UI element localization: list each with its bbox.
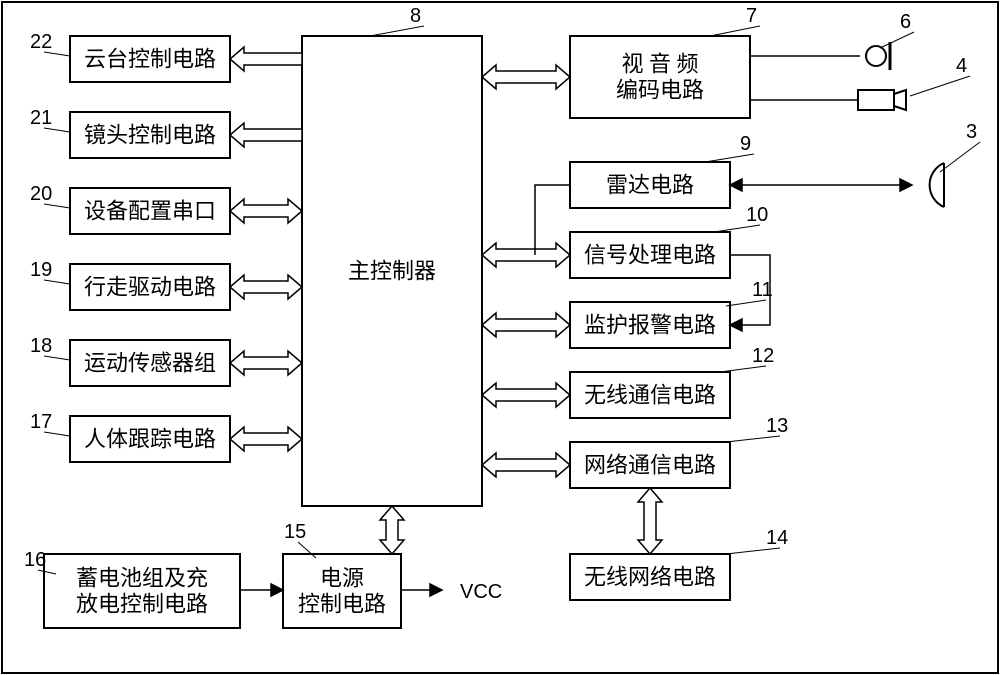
- ref-number: 13: [766, 415, 788, 437]
- ref-number: 14: [766, 527, 788, 549]
- box-b11: 监护报警电路: [570, 302, 730, 348]
- ref-number: 9: [740, 133, 751, 155]
- microphone-icon: [866, 46, 886, 66]
- box-label: 行走驱动电路: [84, 275, 216, 300]
- box-label: 无线网络电路: [584, 565, 716, 590]
- box-label: 放电控制电路: [76, 592, 208, 617]
- box-label: 控制电路: [298, 592, 386, 617]
- box-label: 运动传感器组: [84, 351, 216, 376]
- ref-number: 15: [284, 521, 306, 543]
- box-b15: 电源控制电路: [283, 554, 401, 628]
- ref-number: 18: [30, 335, 52, 357]
- box-b10: 信号处理电路: [570, 232, 730, 278]
- ref-number: 17: [30, 411, 52, 433]
- box-b12: 无线通信电路: [570, 372, 730, 418]
- box-label: 无线通信电路: [584, 383, 716, 408]
- box-label: 视 音 频: [621, 52, 698, 77]
- box-label: 云台控制电路: [84, 47, 216, 72]
- box-label: 蓄电池组及充: [76, 566, 208, 591]
- box-label: 设备配置串口: [84, 199, 216, 224]
- box-b22: 云台控制电路: [70, 36, 230, 82]
- box-b19: 行走驱动电路: [70, 264, 230, 310]
- box-label: 电源: [320, 566, 364, 591]
- ref-number: 19: [30, 259, 52, 281]
- box-label: 镜头控制电路: [84, 123, 216, 148]
- box-b7: 视 音 频编码电路: [570, 36, 750, 118]
- box-label: 信号处理电路: [584, 243, 716, 268]
- box-label: 人体跟踪电路: [84, 427, 216, 452]
- box-label: 监护报警电路: [584, 313, 716, 338]
- ref-number: 7: [746, 5, 757, 27]
- box-label: 雷达电路: [606, 173, 694, 198]
- vcc-label: VCC: [460, 581, 502, 603]
- box-main: 主控制器: [302, 36, 482, 506]
- block-diagram: 主控制器 云台控制电路镜头控制电路设备配置串口行走驱动电路运动传感器组人体跟踪电路…: [0, 0, 1000, 675]
- box-label: 编码电路: [616, 78, 704, 103]
- box-b16: 蓄电池组及充放电控制电路: [44, 554, 240, 628]
- ref-number: 20: [30, 183, 52, 205]
- ref-number: 4: [956, 55, 967, 77]
- ref-number: 3: [966, 121, 977, 143]
- ref-number: 22: [30, 31, 52, 53]
- camera-icon: [858, 90, 894, 110]
- ref-number: 8: [410, 5, 421, 27]
- box-label: 网络通信电路: [584, 453, 716, 478]
- box-b9: 雷达电路: [570, 162, 730, 208]
- box-b18: 运动传感器组: [70, 340, 230, 386]
- box-b13: 网络通信电路: [570, 442, 730, 488]
- box-b17: 人体跟踪电路: [70, 416, 230, 462]
- ref-number: 6: [900, 11, 911, 33]
- ref-number: 11: [752, 279, 773, 301]
- ref-number: 10: [746, 204, 768, 226]
- box-b20: 设备配置串口: [70, 188, 230, 234]
- box-b21: 镜头控制电路: [70, 112, 230, 158]
- box-b14: 无线网络电路: [570, 554, 730, 600]
- ref-number: 16: [24, 549, 46, 571]
- box-label: 主控制器: [348, 259, 436, 284]
- ref-number: 12: [752, 345, 774, 367]
- ref-number: 21: [30, 107, 52, 129]
